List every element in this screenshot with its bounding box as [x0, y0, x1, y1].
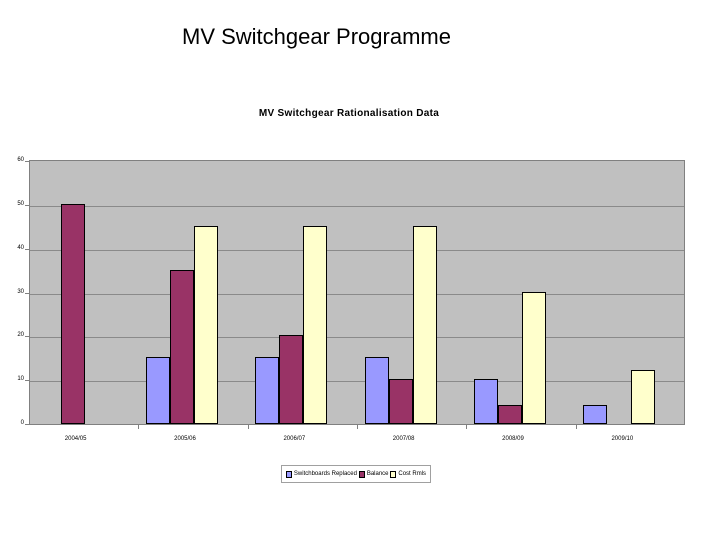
bar-cost-rmls [194, 225, 218, 424]
y-tick-mark [25, 204, 29, 206]
x-tick-mark [138, 425, 140, 429]
x-tick-label: 2004/05 [64, 436, 87, 442]
y-tick-label: 50 [17, 200, 24, 207]
y-tick-label: 40 [17, 244, 24, 251]
plot-area [29, 160, 685, 425]
x-tick-label: 2005/06 [174, 436, 196, 442]
x-tick-label: 2007/08 [392, 436, 415, 442]
chart-title: MV Switchgear Rationalisation Data [0, 108, 720, 119]
gridline [30, 205, 684, 207]
bar-switchboards-replaced [146, 357, 170, 424]
bar-cost-rmls [631, 370, 656, 424]
chart-title-text: MV Switchgear Rationalisation Data [258, 108, 440, 119]
bar-balance [60, 203, 85, 424]
bar-balance [170, 269, 194, 424]
legend-item: Cost Rmls [390, 470, 427, 478]
x-tick-mark [247, 425, 249, 429]
legend-item: Switchboards Replaced [285, 470, 357, 478]
bar-balance [498, 405, 522, 424]
gridline [30, 293, 684, 295]
bar-switchboards-replaced [364, 357, 389, 424]
bar-cost-rmls [412, 225, 437, 424]
y-tick-mark [25, 336, 29, 338]
x-tick-mark [466, 425, 468, 429]
y-tick-label: 10 [17, 376, 24, 383]
bar-switchboards-replaced [583, 405, 608, 424]
legend-label: Cost Rmls [398, 471, 427, 477]
slide-title: MV Switchgear Programme [182, 24, 451, 49]
gridline [30, 337, 684, 339]
chart-legend: Switchboards Replaced Balance Cost Rmls [281, 465, 431, 483]
bar-cost-rmls [522, 291, 546, 424]
bar-balance [388, 379, 413, 424]
y-tick-label: 30 [17, 288, 24, 295]
y-tick-label: 20 [17, 332, 24, 339]
bar-switchboards-replaced [474, 379, 498, 424]
bar-switchboards-replaced [255, 357, 280, 424]
y-tick-label: 0 [20, 420, 24, 426]
x-tick-mark [357, 425, 358, 429]
y-tick-mark [25, 248, 29, 250]
legend-item: Balance [358, 470, 389, 478]
y-tick-mark [25, 380, 29, 382]
x-tick-mark [575, 425, 577, 429]
legend-swatch-icon [285, 470, 292, 478]
legend-swatch-icon [358, 470, 365, 478]
bar-balance [279, 335, 304, 424]
y-tick-mark [25, 424, 29, 425]
y-tick-mark [25, 292, 29, 294]
x-tick-label: 2009/10 [611, 436, 634, 442]
legend-swatch-icon [390, 470, 397, 478]
y-tick-mark [25, 161, 29, 162]
legend-label: Switchboards Replaced [293, 471, 357, 477]
y-tick-label: 60 [17, 157, 24, 163]
x-tick-label: 2008/09 [502, 436, 524, 442]
bar-cost-rmls [303, 225, 328, 424]
gridline [30, 249, 684, 251]
x-tick-label: 2006/07 [283, 436, 306, 442]
legend-label: Balance [366, 471, 389, 477]
gridline [30, 381, 684, 383]
